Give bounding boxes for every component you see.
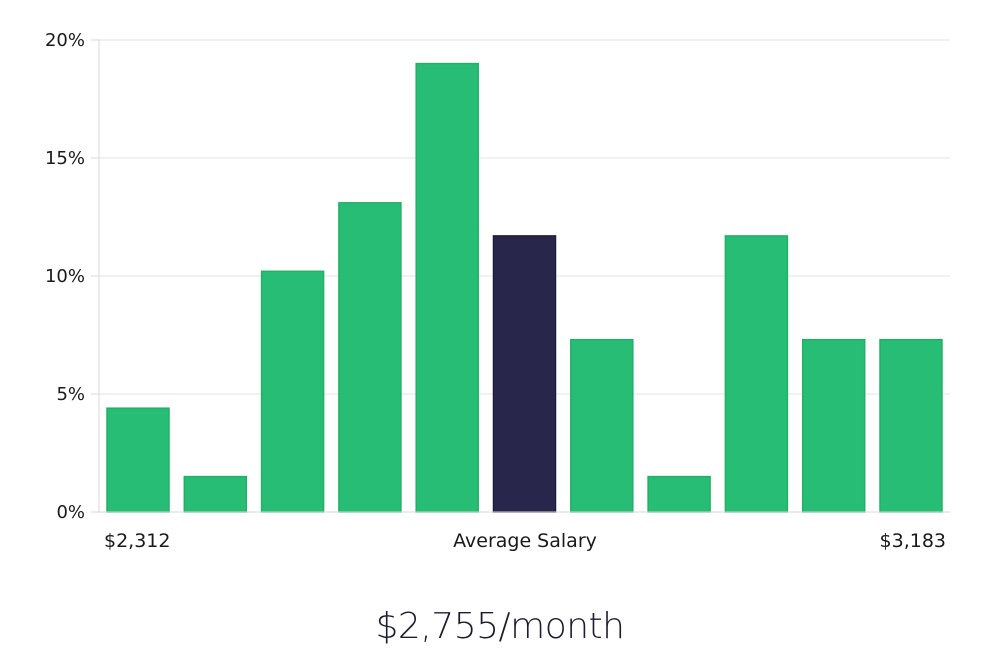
bar — [801, 338, 866, 513]
y-tick-label: 0% — [56, 502, 85, 523]
x-label-center: Average Salary — [453, 530, 597, 552]
bar — [647, 475, 711, 513]
bar — [106, 407, 170, 513]
y-tick-label: 5% — [56, 384, 85, 405]
axis-layer: 0% 5% 10% 15% 20% — [45, 30, 950, 523]
bar — [879, 338, 943, 513]
y-tick-label: 15% — [45, 148, 85, 169]
average-salary-caption: $2,755/month — [375, 606, 625, 647]
bar-average-salary — [492, 235, 557, 513]
y-tick-label: 20% — [45, 30, 85, 51]
bar — [183, 475, 248, 513]
bar — [415, 62, 479, 513]
bars-layer — [106, 62, 943, 513]
y-tick-label: 10% — [45, 266, 85, 287]
x-label-min: $2,312 — [104, 530, 170, 552]
bar — [260, 270, 325, 513]
bar — [724, 235, 789, 513]
bar — [338, 202, 402, 513]
bar — [570, 338, 634, 513]
x-label-max: $3,183 — [880, 530, 946, 552]
